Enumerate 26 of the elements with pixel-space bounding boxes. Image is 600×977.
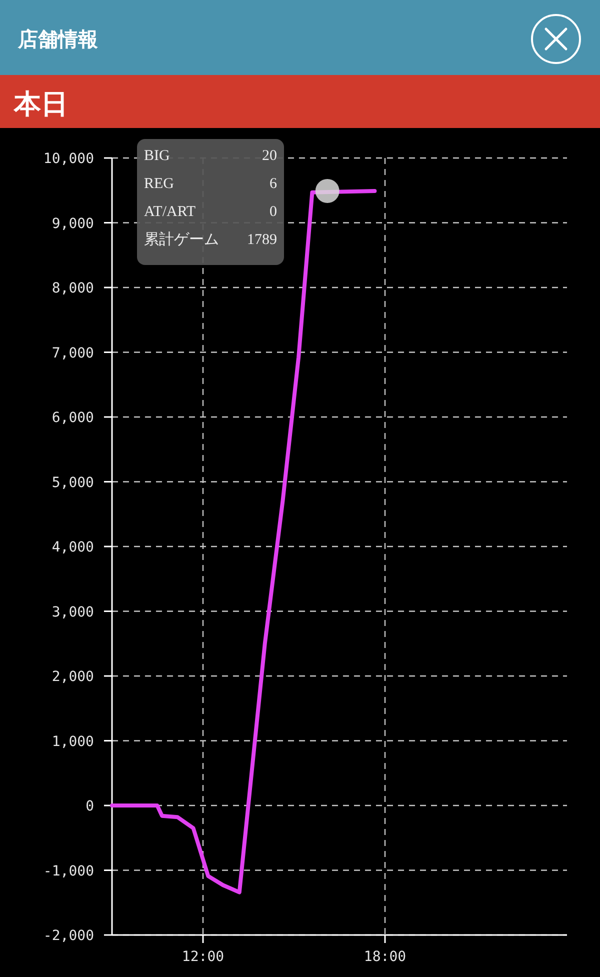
y-tick-label: 5,000 bbox=[52, 474, 94, 491]
y-tick-label: 6,000 bbox=[52, 410, 94, 426]
line-series bbox=[110, 189, 377, 894]
chart-subtitle: 本日 bbox=[13, 89, 68, 119]
annotation: 累計ゲーム bbox=[144, 231, 219, 248]
y-tick-label: 2,000 bbox=[52, 669, 94, 685]
y-tick-label: 7,000 bbox=[52, 345, 94, 362]
y-tick-label: 4,000 bbox=[52, 540, 94, 556]
y-tick-label: 0 bbox=[86, 798, 94, 814]
annotation: AT/ART bbox=[144, 204, 196, 220]
x-tick-label: 18:00 bbox=[364, 949, 406, 965]
y-tick-label: 3,000 bbox=[52, 604, 94, 620]
annotation: 0 bbox=[270, 204, 277, 220]
y-tick-label: 8,000 bbox=[52, 280, 94, 296]
annotation: 20 bbox=[262, 148, 277, 164]
y-tick-label: -1,000 bbox=[43, 863, 94, 880]
annotation: 6 bbox=[270, 176, 278, 192]
annotation: BIG bbox=[144, 148, 170, 164]
y-tick-label: -2,000 bbox=[43, 928, 94, 944]
x-tick-label: 12:00 bbox=[182, 949, 224, 965]
annotation: REG bbox=[144, 176, 174, 192]
y-tick-label: 1,000 bbox=[52, 734, 94, 750]
y-tick-label: 10,000 bbox=[43, 151, 94, 167]
chart-title: 店舗情報 bbox=[17, 27, 99, 51]
annotation: 1789 bbox=[247, 232, 277, 248]
y-tick-label: 9,000 bbox=[52, 216, 94, 232]
